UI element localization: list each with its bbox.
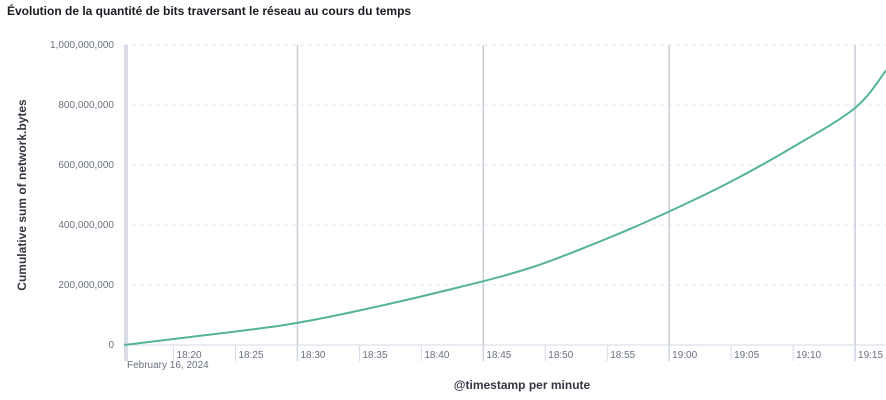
x-tick-label: 18:45 xyxy=(486,350,511,361)
chart-title: Évolution de la quantité de bits travers… xyxy=(7,4,412,18)
x-axis-ticks: 18:20 18:25 18:30 18:35 18:40 18:45 18:50 18:55… xyxy=(173,345,883,361)
y-tick-label: 1,000,000,000 xyxy=(50,40,114,51)
y-axis-ticks: 0 200,000,000 400,000,000 600,000,000 800,00… xyxy=(50,40,114,351)
x-tick-label: 18:40 xyxy=(424,350,449,361)
x-tick-label: 18:20 xyxy=(177,350,202,361)
x-tick-label: 19:10 xyxy=(796,350,821,361)
x-axis-date-label: February 16, 2024 xyxy=(127,360,209,371)
y-tick-label: 800,000,000 xyxy=(58,100,114,111)
y-tick-label: 400,000,000 xyxy=(58,220,114,231)
x-tick-label: 19:00 xyxy=(672,350,697,361)
x-tick-label: 18:30 xyxy=(300,350,325,361)
x-tick-label: 19:15 xyxy=(858,350,883,361)
y-axis-title: Cumulative sum of network.bytes xyxy=(15,99,29,291)
grid-lines xyxy=(124,44,886,361)
x-tick-label: 18:50 xyxy=(548,350,573,361)
y-tick-label: 0 xyxy=(108,340,114,351)
x-axis-title: @timestamp per minute xyxy=(454,378,591,392)
series-group xyxy=(123,69,886,346)
x-tick-label: 18:55 xyxy=(610,350,635,361)
y-axis-band xyxy=(124,45,128,361)
y-tick-label: 200,000,000 xyxy=(58,280,114,291)
x-tick-label: 18:25 xyxy=(239,350,264,361)
y-tick-label: 600,000,000 xyxy=(58,160,114,171)
series-line xyxy=(123,69,886,346)
x-tick-label: 19:05 xyxy=(734,350,759,361)
x-tick-label: 18:35 xyxy=(362,350,387,361)
